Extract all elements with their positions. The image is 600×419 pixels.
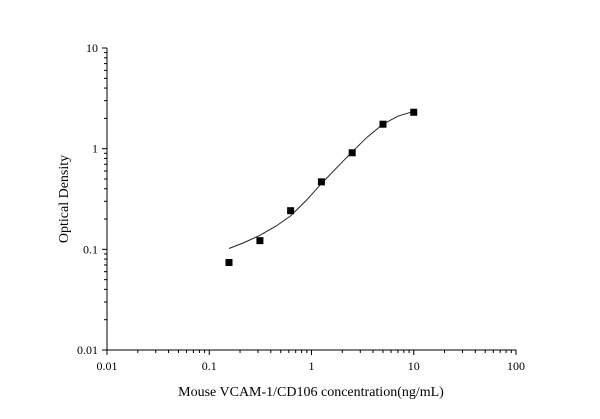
y-tick-label: 1 [92, 142, 98, 156]
data-point [225, 258, 233, 266]
x-ticks: 0.01 0.1 1 10 100 [97, 350, 525, 373]
y-tick-label: 0.01 [77, 343, 98, 357]
data-point [348, 149, 356, 157]
x-tick-label: 1 [309, 359, 315, 373]
data-point [287, 207, 295, 215]
data-point [256, 237, 264, 245]
y-tick-label: 10 [86, 41, 98, 55]
data-point [317, 178, 325, 186]
y-axis-title: Optical Density [57, 155, 72, 243]
x-tick-label: 10 [408, 359, 420, 373]
y-tick-label: 0.1 [83, 242, 98, 256]
data-point [410, 108, 418, 116]
data-point [379, 120, 387, 128]
x-tick-label: 100 [507, 359, 525, 373]
data-points [225, 108, 418, 266]
x-tick-label: 0.01 [97, 359, 118, 373]
y-ticks: 0.01 0.1 1 10 [77, 41, 107, 357]
x-tick-label: 0.1 [202, 359, 217, 373]
axes [106, 48, 516, 351]
x-axis-title: Mouse VCAM-1/CD106 concentration(ng/mL) [178, 385, 444, 400]
